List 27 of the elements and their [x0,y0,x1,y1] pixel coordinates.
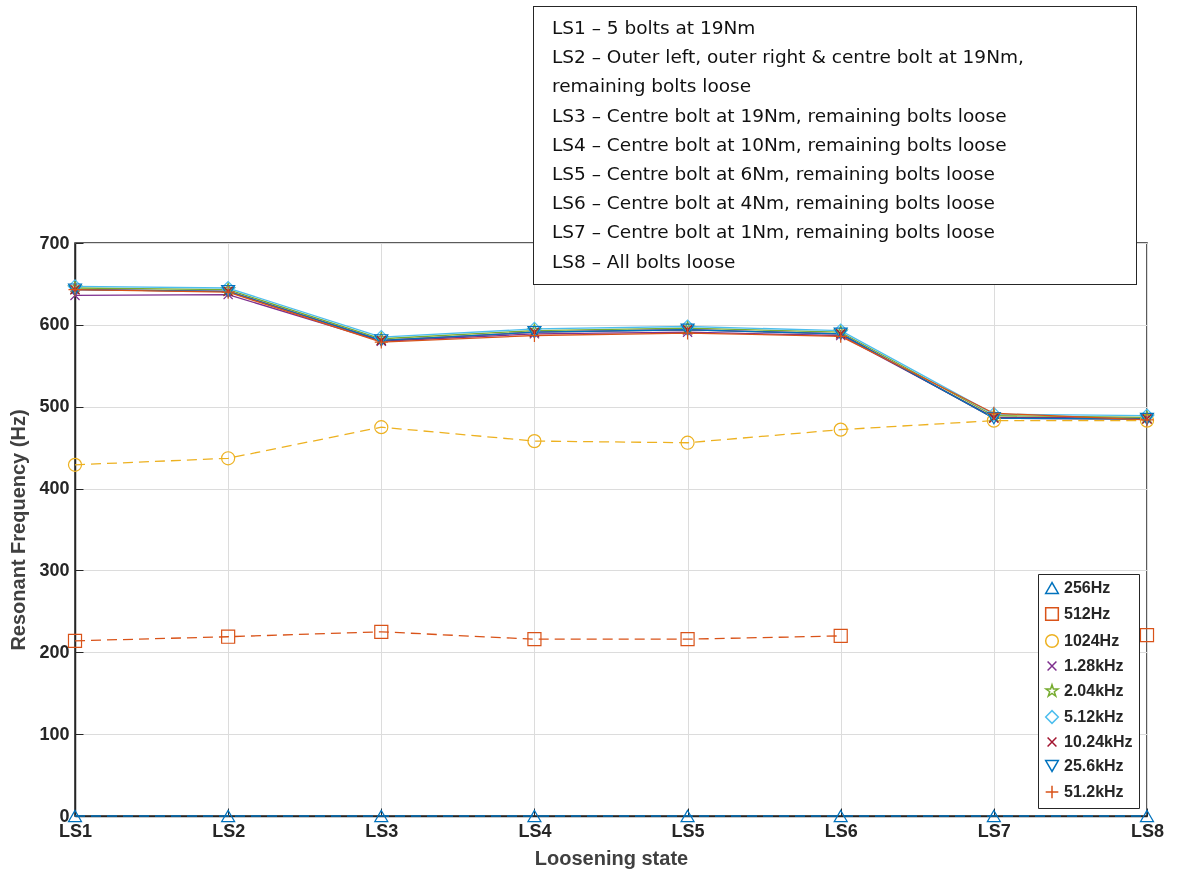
x-tick-label: LS7 [977,820,1011,841]
legend-label: 25.6kHz [1064,757,1124,774]
x-tick-label: LS4 [518,820,552,841]
y-tick-label: 500 [39,396,70,417]
legend-label: 1.28kHz [1064,657,1124,674]
y-tick-label: 400 [39,478,70,499]
y-tick-label: 300 [39,559,70,580]
legend-label: 1024Hz [1064,632,1120,649]
x-tick-label: LS6 [824,820,858,841]
y-tick-label: 200 [39,641,70,662]
legend-label: 256Hz [1064,579,1111,596]
y-tick-label: 600 [39,314,70,335]
y-tick-label: 700 [39,232,70,253]
legend-label: 5.12kHz [1064,708,1124,725]
y-axis-title: Resonant Frequency (Hz) [7,409,30,651]
x-tick-label: LS8 [1130,820,1165,841]
x-tick-label: LS3 [365,820,399,841]
x-axis-title: Loosening state [534,846,689,869]
y-tick-label: 100 [39,723,70,744]
x-tick-label: LS5 [671,820,705,841]
x-tick-label: LS2 [212,820,246,841]
annotation: LS8 – All bolts loose [552,249,737,274]
legend-label: 51.2kHz [1064,783,1124,800]
legend-label: 10.24kHz [1064,733,1133,750]
legend-label: 2.04kHz [1064,682,1124,699]
note-box: LS1 – 5 bolts at 19Nm LS2 – Outer left, outer right & centre bolt at 19Nm, remaining bolts loose LS3 – Centre bolt at 19Nm, remaining bolts loose LS4 – Centre bolt at 10Nm, remaining bolts loose LS5 – Centre bolt at 6Nm, remaining bolts loose LS6 – Centre bolt at 4Nm, remaining bolts loose LS7 – Centre bolt at 1Nm, remaining bolts loose LS8 – All bolts loose [533,6,1137,285]
legend-label: 512Hz [1064,605,1111,622]
